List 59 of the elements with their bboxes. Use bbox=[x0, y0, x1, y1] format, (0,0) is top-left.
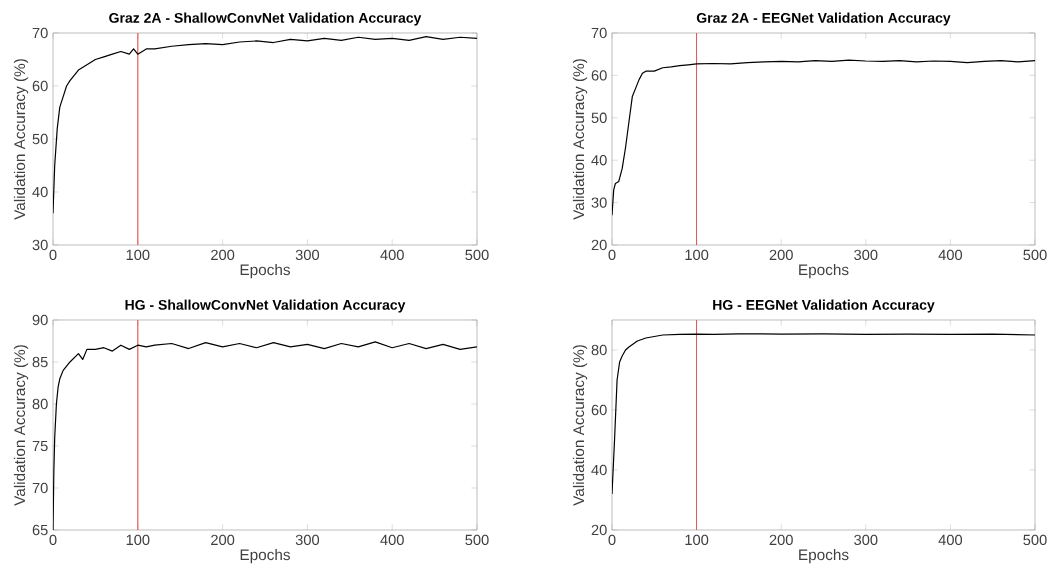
y-tick-label: 90 bbox=[32, 314, 48, 326]
y-axis-title: Validation Accuracy (%) bbox=[13, 59, 29, 220]
y-tick-label: 75 bbox=[32, 440, 48, 452]
x-tick-label: 300 bbox=[295, 249, 320, 261]
x-tick-label: 300 bbox=[854, 249, 878, 261]
y-axis-title: Validation Accuracy (%) bbox=[572, 59, 588, 220]
chart-title: Graz 2A - EEGNet Validation Accuracy bbox=[696, 12, 951, 26]
x-tick-label: 0 bbox=[49, 534, 57, 546]
x-axis-title: Epochs bbox=[240, 548, 291, 564]
y-tick-label: 50 bbox=[32, 133, 48, 145]
x-tick-label: 400 bbox=[380, 249, 404, 261]
x-tick-label: 400 bbox=[938, 534, 963, 546]
y-tick-label: 60 bbox=[591, 404, 607, 416]
x-tick-label: 400 bbox=[938, 249, 963, 261]
x-tick-label: 500 bbox=[1023, 249, 1047, 261]
y-tick-label: 20 bbox=[591, 239, 607, 251]
x-tick-label: 500 bbox=[465, 534, 489, 546]
x-tick-label: 0 bbox=[49, 249, 57, 261]
y-tick-label: 30 bbox=[32, 239, 48, 251]
line-series bbox=[612, 333, 1035, 495]
y-tick-label: 70 bbox=[32, 27, 48, 39]
x-tick-label: 0 bbox=[608, 249, 616, 261]
chart-title: Graz 2A - ShallowConvNet Validation Accuracy bbox=[109, 12, 422, 26]
y-tick-label: 70 bbox=[32, 482, 48, 494]
x-tick-label: 100 bbox=[685, 534, 709, 546]
y-tick-label: 40 bbox=[591, 464, 607, 476]
chart-title: HG - EEGNet Validation Accuracy bbox=[713, 299, 935, 313]
y-tick-label: 40 bbox=[32, 186, 48, 198]
y-tick-label: 60 bbox=[32, 80, 48, 92]
y-tick-label: 65 bbox=[32, 524, 48, 536]
x-axis-title: Epochs bbox=[240, 263, 291, 279]
x-axis-title: Epochs bbox=[799, 263, 849, 279]
y-axis-title: Validation Accuracy (%) bbox=[572, 345, 588, 506]
x-tick-label: 500 bbox=[1023, 534, 1047, 546]
x-tick-label: 0 bbox=[608, 534, 616, 546]
y-tick-label: 85 bbox=[32, 356, 48, 368]
x-tick-label: 200 bbox=[211, 249, 235, 261]
x-tick-label: 200 bbox=[211, 534, 235, 546]
x-tick-label: 400 bbox=[380, 534, 404, 546]
y-tick-label: 40 bbox=[591, 155, 607, 166]
y-tick-label: 80 bbox=[591, 344, 607, 356]
y-tick-label: 50 bbox=[591, 112, 607, 123]
x-tick-label: 100 bbox=[126, 249, 150, 261]
x-tick-label: 200 bbox=[769, 249, 793, 261]
x-tick-label: 300 bbox=[854, 534, 878, 546]
x-tick-label: 200 bbox=[769, 534, 793, 546]
y-tick-label: 80 bbox=[32, 398, 48, 410]
y-tick-label: 30 bbox=[591, 197, 607, 208]
x-tick-label: 100 bbox=[126, 534, 150, 546]
line-series bbox=[612, 59, 1035, 216]
y-axis-title: Validation Accuracy (%) bbox=[13, 345, 29, 506]
chart-title: HG - ShallowConvNet Validation Accuracy bbox=[125, 299, 406, 313]
x-tick-label: 300 bbox=[295, 534, 320, 546]
y-tick-label: 70 bbox=[591, 27, 607, 39]
x-tick-label: 500 bbox=[465, 249, 489, 261]
y-tick-label: 60 bbox=[591, 70, 607, 81]
x-tick-label: 100 bbox=[685, 249, 709, 261]
x-axis-title: Epochs bbox=[799, 548, 849, 564]
y-tick-label: 20 bbox=[591, 524, 607, 536]
